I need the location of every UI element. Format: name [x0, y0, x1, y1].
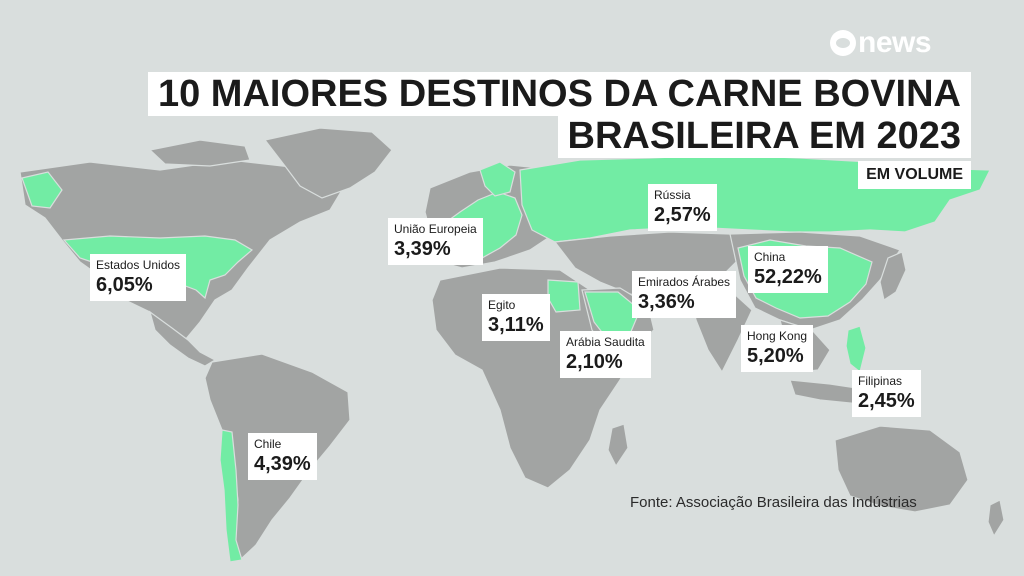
land-japan [879, 251, 907, 301]
label-estados-unidos: Estados Unidos 6,05% [90, 254, 187, 301]
label-value: 2,45% [858, 390, 915, 412]
land-new-zealand [987, 499, 1005, 538]
country-egypt [547, 279, 581, 313]
label-russia: Rússia 2,57% [648, 184, 717, 231]
label-value: 3,36% [638, 291, 695, 313]
label-value: 6,05% [96, 274, 153, 296]
label-value: 3,11% [488, 314, 544, 336]
label-name: Filipinas [858, 374, 903, 388]
label-value: 4,39% [254, 453, 311, 475]
label-name: Estados Unidos [96, 258, 181, 272]
land-greenland [263, 127, 393, 199]
label-uniao-europeia: União Europeia 3,39% [388, 218, 483, 265]
country-philippines [845, 325, 867, 374]
label-value: 2,10% [566, 351, 623, 373]
label-filipinas: Filipinas 2,45% [852, 370, 921, 417]
globo-mark-icon [830, 30, 856, 56]
page-title-line-2: BRASILEIRA EM 2023 [557, 114, 971, 158]
label-name: Emirados Árabes [638, 275, 731, 289]
label-arabia-saudita: Arábia Saudita 2,10% [560, 331, 651, 378]
land-australia [834, 425, 969, 513]
label-name: Egito [488, 298, 516, 312]
land-central-america [148, 310, 217, 367]
logo: news [830, 26, 932, 60]
label-egito: Egito 3,11% [482, 294, 550, 341]
label-china: China 52,22% [748, 246, 828, 293]
label-hong-kong: Hong Kong 5,20% [741, 325, 814, 372]
label-name: Rússia [654, 188, 691, 202]
region-scandinavia [479, 161, 516, 197]
label-name: União Europeia [394, 222, 477, 236]
land-madagascar [607, 423, 629, 468]
label-name: Hong Kong [747, 329, 808, 343]
source-note: Fonte: Associação Brasileira das Indústr… [630, 494, 917, 511]
label-value: 52,22% [754, 266, 822, 288]
label-value: 2,57% [654, 204, 711, 226]
country-chile [219, 429, 243, 563]
logo-text: news [858, 26, 932, 59]
country-usa-alaska [21, 171, 63, 209]
label-name: Chile [254, 437, 282, 451]
label-name: China [754, 250, 786, 264]
label-name: Arábia Saudita [566, 335, 645, 349]
label-emirados-arabes: Emirados Árabes 3,36% [632, 271, 737, 318]
land-arctic-islands [148, 139, 251, 167]
label-value: 5,20% [747, 345, 804, 367]
subtitle-badge: EM VOLUME [858, 161, 971, 189]
label-chile: Chile 4,39% [248, 433, 317, 480]
label-value: 3,39% [394, 238, 451, 260]
page-title-line-1: 10 MAIORES DESTINOS DA CARNE BOVINA [147, 72, 971, 116]
